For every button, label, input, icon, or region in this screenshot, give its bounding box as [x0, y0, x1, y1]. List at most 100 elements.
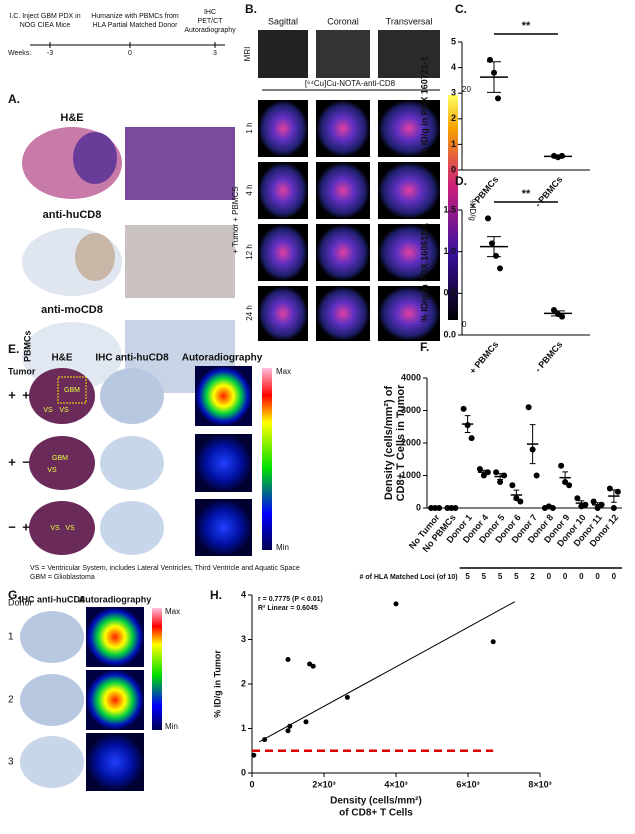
data-point	[285, 657, 291, 663]
hla-value: 0	[595, 572, 600, 581]
sign: −	[22, 454, 30, 469]
x-axis-label: of CD8+ T Cells	[339, 808, 413, 819]
donor: 2	[8, 695, 14, 706]
images	[20, 30, 458, 791]
data-point	[610, 505, 617, 511]
data-point	[574, 495, 581, 502]
view-label: Transversal	[386, 16, 433, 26]
data-point	[590, 498, 597, 505]
stain-label: H&E	[60, 112, 83, 124]
error-bar	[529, 424, 536, 465]
panel-label: E.	[8, 342, 19, 356]
weeks-label: Weeks:	[8, 50, 31, 57]
colorbar-label: %ID/g	[468, 199, 477, 221]
timeline-text: I.C. Inject GBM PDX in	[9, 13, 80, 20]
y-tick-label: 5	[451, 36, 456, 46]
timeline-text: NOG CIEA Mice	[20, 22, 71, 29]
y-tick-label: 1.0	[443, 246, 456, 256]
note: VS = Ventricular System, includes Latera…	[30, 565, 300, 572]
data-point	[497, 479, 504, 485]
region-label: VS	[59, 407, 69, 414]
week: -3	[47, 50, 53, 57]
y-tick-label: 0	[451, 164, 456, 174]
donor-header: Donor	[8, 597, 33, 607]
tracer-label: [⁶⁴Cu]Cu-NOTA-anti-CD8	[305, 79, 396, 88]
hla-value: 5	[465, 572, 470, 581]
error-bar	[578, 500, 585, 507]
e-auto-1	[195, 366, 252, 426]
panel-label: B.	[245, 2, 257, 16]
row-header: Tumor	[8, 366, 36, 376]
e-he-3	[29, 501, 95, 555]
column-header: Autoradiography	[182, 353, 263, 364]
error-bar	[551, 310, 565, 317]
sign: +	[22, 519, 30, 534]
y-tick-label: 4000	[401, 372, 421, 382]
region-label: VS	[47, 467, 57, 474]
x-tick-label: - PBMCs	[533, 174, 564, 209]
e-auto-3	[195, 499, 252, 556]
data-point	[533, 472, 540, 479]
significance: **	[522, 20, 531, 32]
time-label: 12 h	[245, 244, 254, 260]
region-label: GBM	[52, 455, 68, 462]
timeline-text: HLA Partial Matched Donor	[93, 22, 178, 29]
data-point	[551, 307, 557, 313]
annotation: R² Linear = 0.6045	[258, 605, 318, 612]
panel-label: F.	[420, 340, 429, 354]
panel-label: C.	[455, 2, 467, 16]
tumor-region	[73, 132, 117, 184]
hla-value: 0	[579, 572, 584, 581]
panel-label: D.	[455, 174, 467, 188]
x-tick-label: - PBMCs	[533, 339, 564, 374]
x-tick-label: + PBMCs	[467, 174, 500, 211]
y-tick-label: 2	[241, 678, 246, 688]
column-header: H&E	[51, 353, 72, 364]
error-bar	[546, 506, 552, 509]
g-colorbar	[152, 608, 162, 730]
panel-label: A.	[8, 92, 20, 106]
significance: **	[522, 188, 531, 200]
error-bar	[513, 489, 520, 501]
hla-label: # of HLA Matched Loci (of 10)	[359, 574, 457, 581]
time-label: 24 h	[245, 305, 254, 321]
data-point	[287, 723, 293, 729]
colorbar-min: 0	[462, 320, 467, 329]
x-tick-label: 2×10³	[312, 779, 335, 789]
y-axis-label: Density (cells/mm²) of	[383, 386, 395, 501]
y-axis-label: % ID/g in PDX 160615-1	[419, 223, 429, 323]
e-he-2	[29, 436, 95, 490]
gbm-outline	[57, 376, 87, 404]
hla-value: 2	[530, 572, 535, 581]
g-ihc-1	[20, 611, 84, 663]
timeline-text: Autoradiography	[184, 27, 236, 34]
data-point	[558, 462, 565, 469]
e-colorbar	[262, 368, 272, 550]
week: 0	[128, 50, 132, 57]
panel-label: G.	[8, 588, 21, 602]
error-bar	[487, 236, 501, 258]
timeline-text: PET/CT	[198, 18, 224, 25]
y-tick-label: 3	[451, 88, 456, 98]
sign: −	[8, 519, 16, 534]
e-ihc-2	[100, 436, 164, 490]
x-tick-label: 6×10³	[456, 779, 479, 789]
scale-min: Min	[165, 722, 178, 731]
data-point	[468, 435, 475, 442]
hla-value: 5	[482, 572, 487, 581]
data-point	[251, 752, 257, 758]
data-point	[393, 601, 399, 607]
week: 3	[213, 50, 217, 57]
x-axis-label: Density (cells/mm²)	[330, 796, 422, 807]
error-bar	[611, 489, 617, 503]
data-point	[490, 639, 496, 645]
hla-value: 0	[547, 572, 552, 581]
error-bar	[551, 155, 565, 158]
data-point	[493, 469, 500, 476]
y-tick-label: 0	[241, 767, 246, 777]
y-tick-label: 1000	[401, 470, 421, 480]
e-he-1	[29, 368, 95, 424]
mri-sagittal	[258, 30, 308, 78]
error-bar	[481, 469, 487, 475]
